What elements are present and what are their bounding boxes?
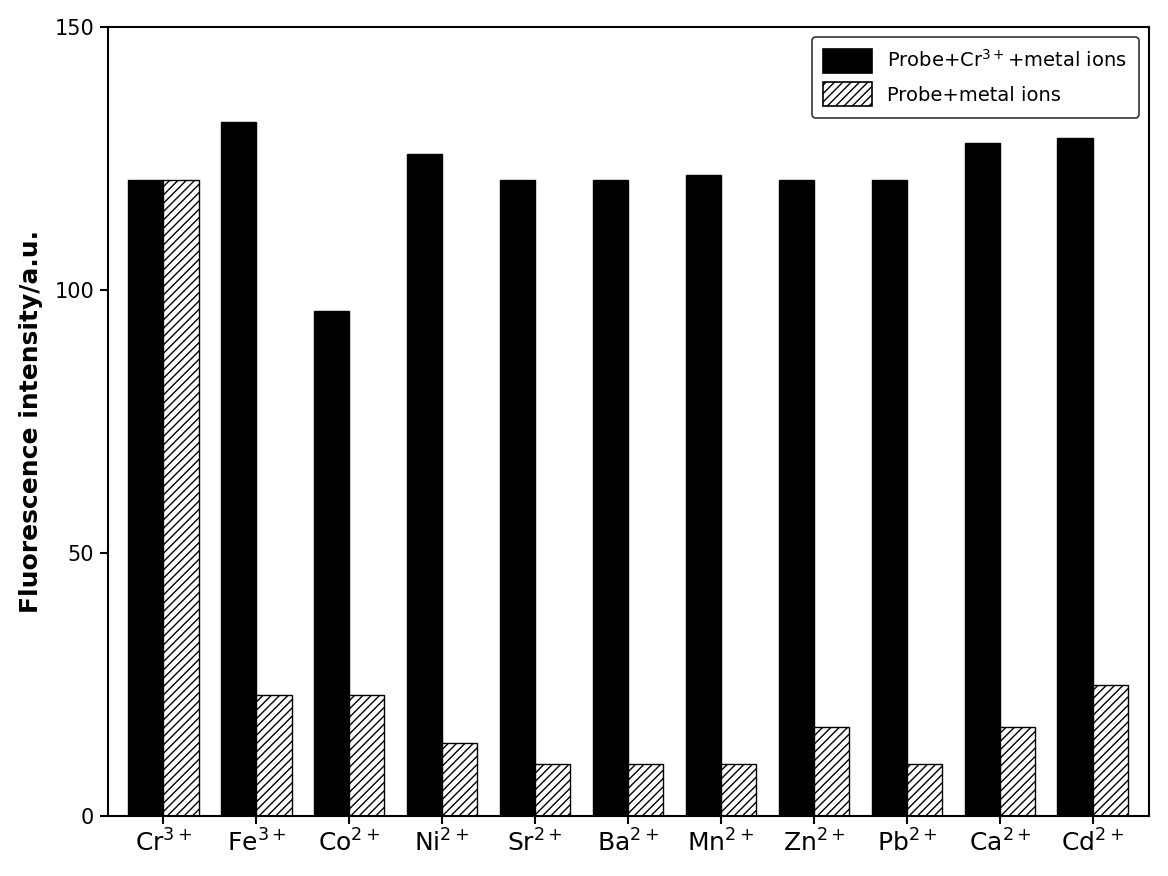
Bar <box>500 180 535 816</box>
Bar <box>906 764 943 816</box>
Bar <box>721 764 757 816</box>
Y-axis label: Fluorescence intensity/a.u.: Fluorescence intensity/a.u. <box>20 230 43 613</box>
Bar <box>1057 138 1093 816</box>
Bar <box>592 180 628 816</box>
Bar <box>686 174 721 816</box>
Bar <box>128 180 164 816</box>
Bar <box>779 180 814 816</box>
Bar <box>871 180 906 816</box>
Legend: Probe+Cr$^{3+}$+metal ions, Probe+metal ions: Probe+Cr$^{3+}$+metal ions, Probe+metal … <box>812 37 1139 117</box>
Bar <box>256 696 292 816</box>
Bar <box>406 153 443 816</box>
Bar <box>443 743 478 816</box>
Bar <box>1000 727 1035 816</box>
Bar <box>349 696 384 816</box>
Bar <box>628 764 663 816</box>
Bar <box>1093 685 1128 816</box>
Bar <box>965 143 1000 816</box>
Bar <box>164 180 199 816</box>
Bar <box>221 122 256 816</box>
Bar <box>814 727 849 816</box>
Bar <box>535 764 570 816</box>
Bar <box>314 311 349 816</box>
